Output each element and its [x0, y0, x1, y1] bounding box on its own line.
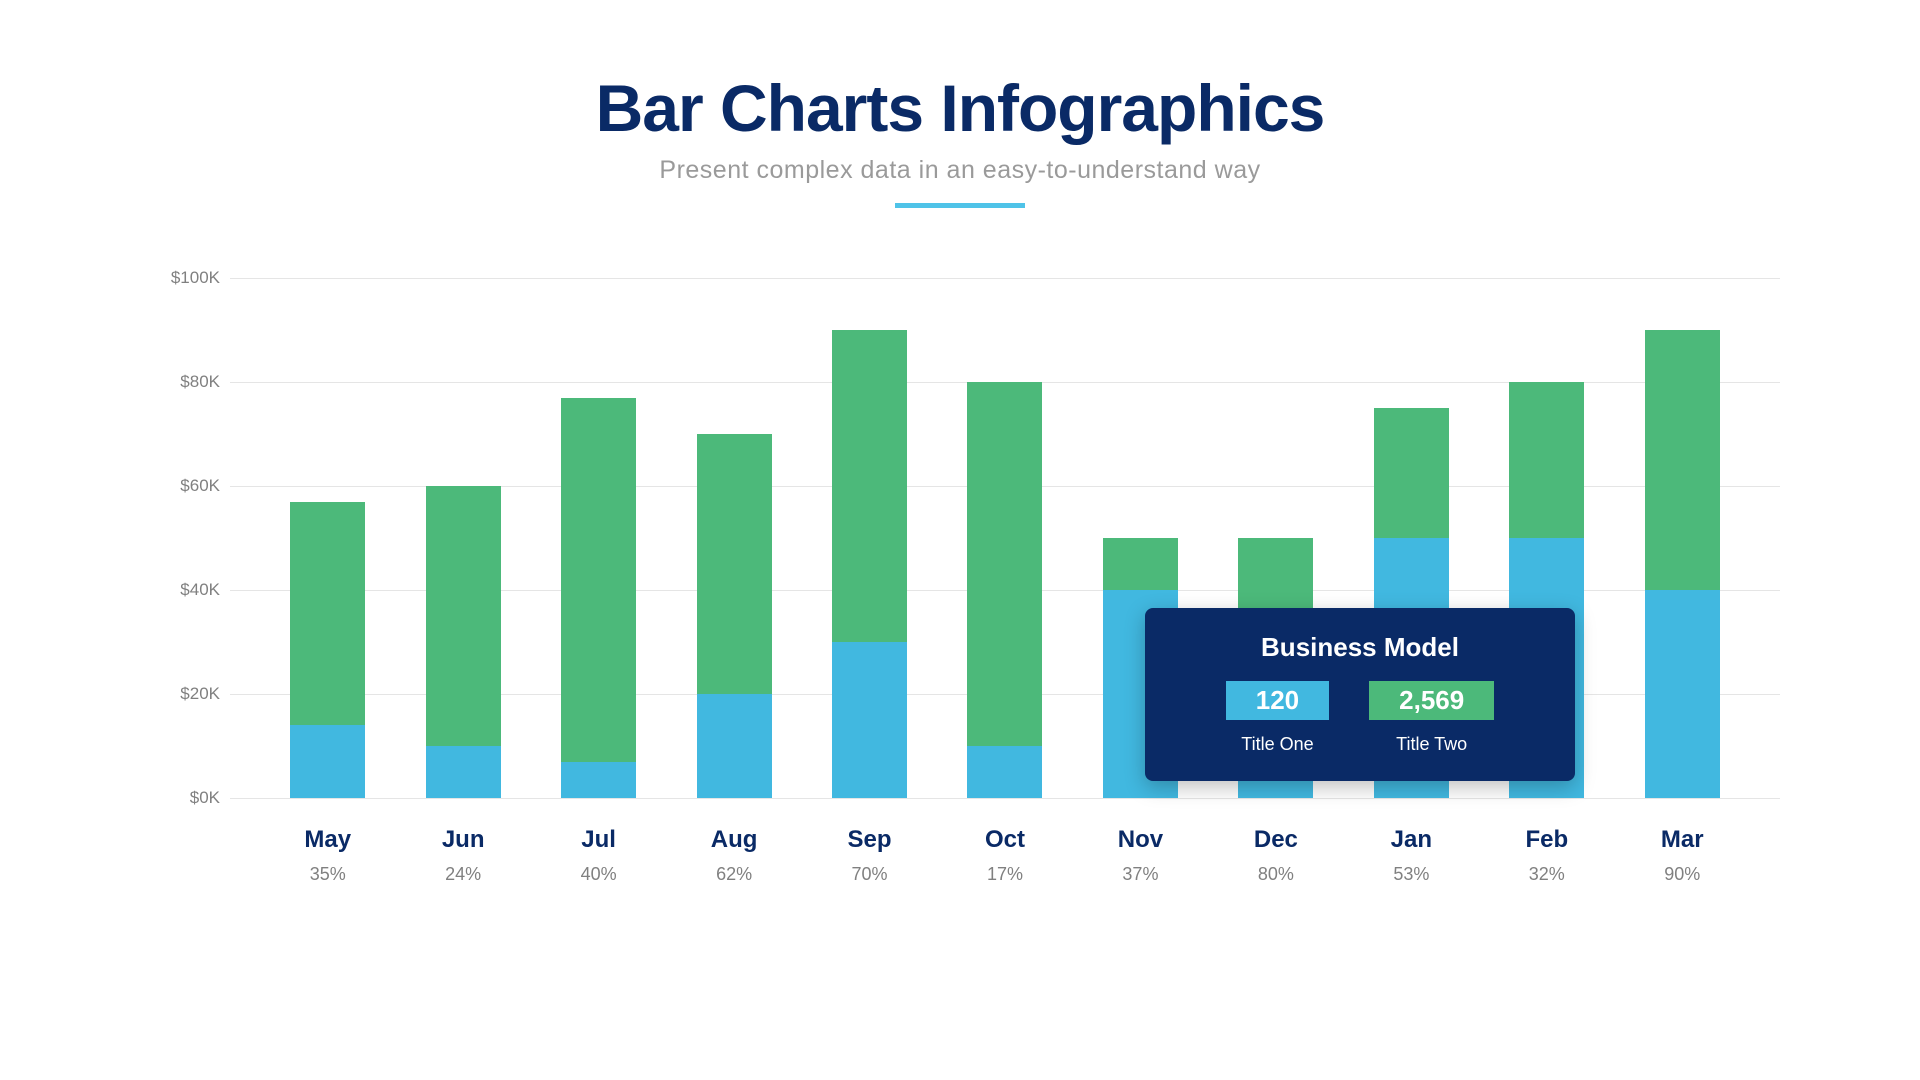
bar-column	[697, 278, 772, 798]
bar-segment-top	[967, 382, 1042, 746]
callout-item: 2,569 Title Two	[1369, 681, 1494, 755]
callout-value: 2,569	[1369, 681, 1494, 720]
bar-segment-top	[426, 486, 501, 746]
pct-label: 70%	[832, 864, 907, 885]
pct-label: 80%	[1238, 864, 1313, 885]
y-tick-label: $100K	[140, 268, 220, 288]
pct-label: 17%	[967, 864, 1042, 885]
bar-column	[1645, 278, 1720, 798]
bar-segment-top	[1374, 408, 1449, 538]
bar-column	[967, 278, 1042, 798]
month-label: Aug	[697, 826, 772, 854]
bar-segment-bottom	[561, 762, 636, 798]
callout-label: Title Two	[1369, 734, 1494, 755]
bar-segment-bottom	[832, 642, 907, 798]
callout-title: Business Model	[1175, 632, 1545, 663]
bar-segment-top	[1509, 382, 1584, 538]
month-label: May	[290, 826, 365, 854]
callout-items: 120 Title One 2,569 Title Two	[1175, 681, 1545, 755]
bar-segment-top	[832, 330, 907, 642]
bar-segment-bottom	[1645, 590, 1720, 798]
month-label: Jun	[426, 826, 501, 854]
bar-column	[290, 278, 365, 798]
month-label: Jan	[1374, 826, 1449, 854]
bar-segment-top	[1103, 538, 1178, 590]
bar-segment-bottom	[426, 746, 501, 798]
x-label: Aug 62%	[697, 826, 772, 885]
bar-segment-top	[561, 398, 636, 762]
pct-label: 40%	[561, 864, 636, 885]
page-title: Bar Charts Infographics	[0, 70, 1920, 146]
y-tick-label: $80K	[140, 372, 220, 392]
month-label: Feb	[1509, 826, 1584, 854]
x-label: Oct 17%	[967, 826, 1042, 885]
page: Bar Charts Infographics Present complex …	[0, 0, 1920, 1080]
pct-label: 53%	[1374, 864, 1449, 885]
bar-segment-bottom	[697, 694, 772, 798]
month-label: Sep	[832, 826, 907, 854]
page-subtitle: Present complex data in an easy-to-under…	[0, 156, 1920, 185]
x-label: Jun 24%	[426, 826, 501, 885]
gridline	[230, 798, 1780, 799]
pct-label: 90%	[1645, 864, 1720, 885]
callout-value: 120	[1226, 681, 1329, 720]
pct-label: 32%	[1509, 864, 1584, 885]
pct-label: 35%	[290, 864, 365, 885]
x-label: Jul 40%	[561, 826, 636, 885]
bar-segment-top	[1645, 330, 1720, 590]
x-label: Sep 70%	[832, 826, 907, 885]
y-tick-label: $20K	[140, 684, 220, 704]
x-label: Dec 80%	[1238, 826, 1313, 885]
accent-line	[895, 203, 1025, 208]
callout-label: Title One	[1226, 734, 1329, 755]
y-tick-label: $60K	[140, 476, 220, 496]
bar-chart: $0K$20K$40K$60K$80K$100K May35%Jun24%Jul…	[140, 278, 1780, 898]
x-label: Feb 32%	[1509, 826, 1584, 885]
pct-label: 62%	[697, 864, 772, 885]
bar-column	[426, 278, 501, 798]
month-label: Dec	[1238, 826, 1313, 854]
bar-segment-bottom	[967, 746, 1042, 798]
month-label: Mar	[1645, 826, 1720, 854]
bar-column	[832, 278, 907, 798]
callout-item: 120 Title One	[1226, 681, 1329, 755]
pct-label: 24%	[426, 864, 501, 885]
x-axis-labels: May 35% Jun 24% Jul 40% Aug 62% Sep 70% Oct 17% Nov 3…	[230, 826, 1780, 885]
y-tick-label: $0K	[140, 788, 220, 808]
x-label: Nov 37%	[1103, 826, 1178, 885]
bar-column	[561, 278, 636, 798]
bar-segment-top	[697, 434, 772, 694]
y-tick-label: $40K	[140, 580, 220, 600]
x-label: Mar 90%	[1645, 826, 1720, 885]
x-label: May 35%	[290, 826, 365, 885]
pct-label: 37%	[1103, 864, 1178, 885]
callout-card: Business Model 120 Title One 2,569 Title Tw…	[1145, 608, 1575, 781]
month-label: Oct	[967, 826, 1042, 854]
x-label: Jan 53%	[1374, 826, 1449, 885]
header: Bar Charts Infographics Present complex …	[0, 70, 1920, 208]
bar-segment-bottom	[290, 725, 365, 798]
month-label: Jul	[561, 826, 636, 854]
bar-segment-top	[290, 502, 365, 726]
month-label: Nov	[1103, 826, 1178, 854]
